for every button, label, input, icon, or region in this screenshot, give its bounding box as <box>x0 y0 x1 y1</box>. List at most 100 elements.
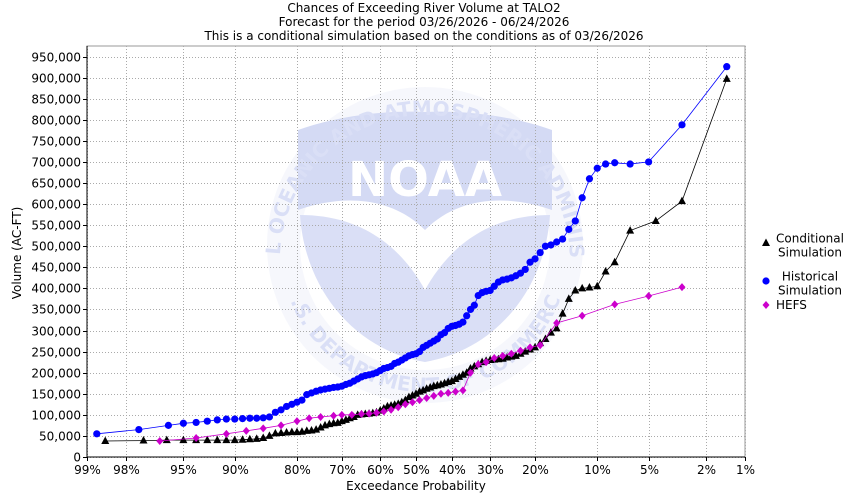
watermark-logo-text: NOAA <box>348 152 502 208</box>
y-tick-label: 900,000 <box>31 72 81 86</box>
conditional-simulation-point <box>271 428 280 437</box>
x-tick-label: 95% <box>170 463 197 477</box>
hefs-point <box>401 400 409 409</box>
hefs-point <box>365 409 373 418</box>
hefs-point <box>372 408 380 417</box>
historical-simulation-point <box>571 217 579 225</box>
chart-title-line-1: Chances of Exceeding River Volume at TAL… <box>287 1 560 15</box>
hefs-point <box>516 346 524 355</box>
conditional-simulation-point <box>585 283 594 291</box>
x-tick-label: 2% <box>697 463 716 477</box>
y-tick-label: 150,000 <box>31 388 81 402</box>
historical-simulation-legend-label-line-2: Simulation <box>778 284 842 298</box>
y-tick-label: 750,000 <box>31 135 81 149</box>
historical-simulation-point <box>541 242 550 250</box>
y-tick-label: 100,000 <box>31 409 81 423</box>
hefs-point <box>474 360 482 369</box>
historical-simulation-point <box>135 426 143 434</box>
y-tick-label: 0 <box>73 451 81 465</box>
hefs-point <box>611 300 619 309</box>
historical-simulation-point <box>213 416 221 424</box>
historical-simulation-point <box>265 413 274 421</box>
historical-simulation-point <box>203 417 211 425</box>
hefs-point <box>482 358 490 367</box>
hefs-point <box>222 429 230 438</box>
conditional-simulation-point <box>312 425 321 433</box>
hefs-point <box>305 414 313 423</box>
conditional-simulation-point <box>571 285 580 294</box>
historical-simulation-point <box>259 414 267 422</box>
y-tick-label: 350,000 <box>31 303 81 317</box>
x-tick-label: 70% <box>329 463 356 477</box>
hefs-point <box>380 407 388 416</box>
y-tick-label: 50,000 <box>39 430 81 444</box>
hefs-point <box>526 343 534 352</box>
y-tick-label: 500,000 <box>31 240 81 254</box>
historical-simulation-point <box>470 301 478 309</box>
y-tick-label: 650,000 <box>31 177 81 191</box>
hefs-point <box>293 417 301 426</box>
hefs-legend-marker <box>762 301 770 309</box>
hefs-point <box>358 410 366 419</box>
y-tick-label: 450,000 <box>31 261 81 275</box>
historical-simulation-point <box>222 415 230 423</box>
x-axis-label: Exceedance Probability <box>346 479 486 493</box>
y-tick-label: 250,000 <box>31 346 81 360</box>
legend: ConditionalSimulationHistoricalSimulatio… <box>762 232 844 312</box>
historical-simulation-point <box>238 415 247 423</box>
historical-simulation-point <box>645 158 653 166</box>
hefs-point <box>507 349 515 358</box>
x-tick-label: 80% <box>284 463 311 477</box>
conditional-simulation-point <box>277 428 286 436</box>
conditional-simulation-point <box>282 428 291 436</box>
hefs-point <box>459 386 467 395</box>
conditional-simulation-point <box>601 267 610 275</box>
hefs-point <box>499 351 507 360</box>
historical-simulation-point <box>231 415 239 423</box>
conditional-simulation-point <box>626 226 635 234</box>
historical-simulation-point <box>536 248 544 257</box>
historical-simulation-point <box>179 419 187 427</box>
conditional-simulation-point <box>203 435 212 444</box>
historical-simulation-legend-marker <box>762 277 770 285</box>
conditional-simulation-legend-marker <box>762 238 770 246</box>
conditional-simulation-point <box>578 283 587 292</box>
conditional-simulation-point <box>552 323 561 332</box>
historical-simulation-point <box>558 235 567 243</box>
hefs-point <box>452 387 460 396</box>
conditional-simulation-point <box>316 422 325 431</box>
historical-simulation-point <box>521 265 529 274</box>
conditional-simulation-point <box>451 374 460 383</box>
conditional-simulation-point <box>265 431 274 439</box>
x-tick-label: 40% <box>439 463 466 477</box>
watermark-wave <box>300 215 550 362</box>
conditional-simulation-point <box>466 363 475 372</box>
historical-simulation-point <box>298 396 306 404</box>
historical-simulation-point <box>578 194 586 202</box>
watermark-inner-disc <box>300 120 550 370</box>
conditional-simulation-point <box>139 436 148 444</box>
conditional-simulation-legend-label-line-1: Conditional <box>776 232 844 246</box>
conditional-simulation-point <box>230 435 239 444</box>
historical-simulation-point <box>611 159 619 167</box>
x-tick-label: 1% <box>736 463 755 477</box>
x-tick-label: 10% <box>584 463 611 477</box>
hefs-point <box>536 341 544 350</box>
conditional-simulation-point <box>447 376 456 385</box>
conditional-simulation-point <box>252 434 261 442</box>
hefs-point <box>192 434 200 443</box>
hefs-point <box>330 411 338 420</box>
axes: 0 50,000 100,000 150,000 200,000 250,000 300,0… <box>31 46 755 477</box>
hefs-point <box>678 283 686 292</box>
x-tick-label: 99% <box>74 463 101 477</box>
y-tick-label: 800,000 <box>31 114 81 128</box>
conditional-simulation-point <box>521 347 530 355</box>
conditional-simulation-point <box>564 294 573 302</box>
conditional-simulation-point <box>162 435 171 444</box>
historical-simulation-point <box>553 238 561 246</box>
historical-simulation-point <box>678 121 686 129</box>
historical-simulation-point <box>93 430 101 438</box>
conditional-simulation-point <box>470 361 479 370</box>
hefs-legend-label: HEFS <box>776 298 807 312</box>
hefs-point <box>259 424 267 433</box>
